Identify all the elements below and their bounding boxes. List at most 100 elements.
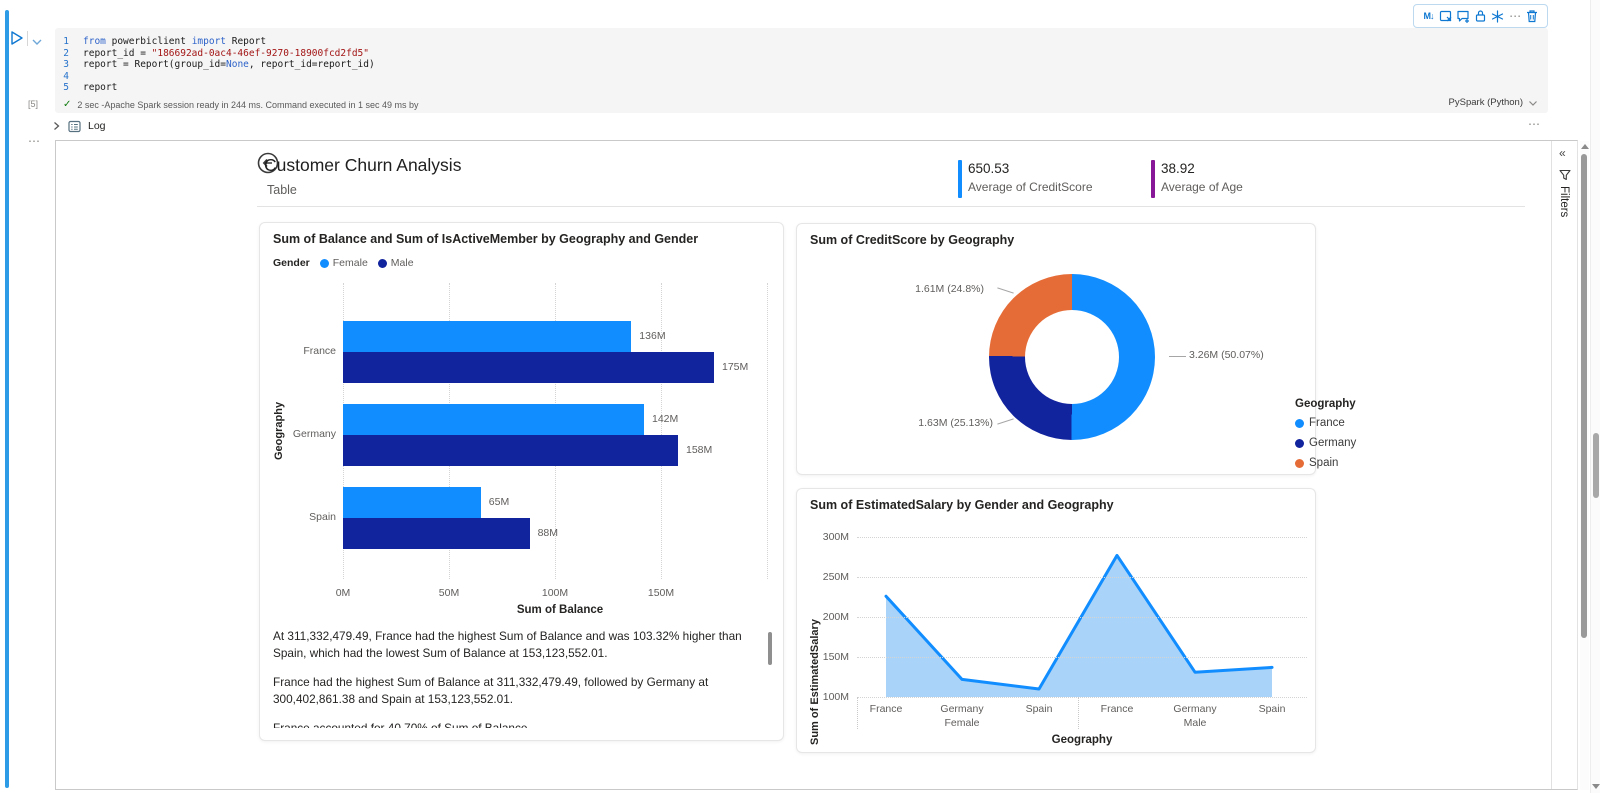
callout-leader-line	[997, 418, 1014, 425]
window-scrollbar-thumb[interactable]	[1592, 433, 1599, 498]
log-list-icon	[68, 120, 81, 132]
bar-category-label: Germany	[292, 428, 336, 440]
narrative-scrollbar-thumb[interactable]	[768, 632, 772, 665]
gridline	[857, 617, 1307, 618]
log-toggle[interactable]: Log	[52, 118, 106, 134]
code-cell[interactable]: 1 from powerbiclient import Report 2 report…	[55, 28, 1548, 113]
filters-pane-collapsed[interactable]: « Filters	[1551, 141, 1577, 789]
code-text: report_id = "186692ad-0ac4-46ef-9270-189…	[83, 47, 369, 59]
kernel-label: PySpark (Python)	[1448, 97, 1523, 108]
markdown-convert-icon[interactable]: M↓	[1423, 11, 1435, 21]
legend-dot	[319, 258, 329, 268]
axis-tick-label: 300M	[822, 531, 849, 543]
bar-germany-male[interactable]	[343, 435, 678, 466]
bar-spain-male[interactable]	[343, 518, 530, 549]
bar-value-label: 88M	[537, 527, 559, 539]
legend-item-france[interactable]: France	[1295, 417, 1356, 429]
cell-status-text: 2 sec -Apache Spark session ready in 244…	[77, 99, 419, 110]
filter-funnel-icon	[1559, 168, 1571, 186]
legend-title: Geography	[1295, 398, 1356, 410]
active-cell-indicator	[5, 10, 9, 788]
donut-callout-germany: 1.63M (25.13%)	[918, 417, 993, 429]
lock-icon[interactable]	[1473, 9, 1488, 24]
output-options-button[interactable]: ⋯	[28, 134, 41, 148]
bar-france-male[interactable]	[343, 352, 714, 383]
chart-title: Sum of CreditScore by Geography	[810, 233, 1015, 247]
bar-spain-female[interactable]	[343, 487, 481, 518]
axis-tick-label: 150M	[647, 587, 675, 599]
donut-callout-france: 3.26M (50.07%)	[1189, 349, 1264, 361]
legend-dot	[1295, 438, 1304, 448]
report-page-title: Customer Churn Analysis	[264, 155, 462, 175]
gridline	[661, 283, 662, 579]
axis-tick-label: 50M	[438, 587, 460, 599]
legend-dot	[377, 258, 387, 268]
report-page-subtitle: Table	[267, 183, 297, 197]
code-line[interactable]: 5 report	[55, 82, 1548, 94]
legend-item-male[interactable]: Male	[377, 257, 414, 269]
legend-item-spain[interactable]: Spain	[1295, 457, 1356, 469]
collapse-cell-chevron[interactable]	[31, 34, 43, 45]
axis-tick-label: France	[869, 703, 903, 715]
axis-separator	[857, 697, 858, 729]
scroll-up-arrow[interactable]	[1580, 144, 1589, 149]
axis-tick-label: France	[1100, 703, 1134, 715]
play-icon	[11, 31, 23, 45]
bar-value-label: 65M	[488, 496, 510, 508]
header-divider	[257, 206, 1525, 207]
legend-items: Female Male	[319, 257, 414, 269]
code-lines: 1 from powerbiclient import Report 2 report…	[55, 36, 1548, 94]
freeze-icon[interactable]	[1490, 9, 1505, 24]
legend-item-female[interactable]: Female	[319, 257, 368, 269]
bar-category-label: France	[303, 345, 336, 357]
bar-germany-female[interactable]	[343, 404, 644, 435]
callout-leader-line	[997, 287, 1014, 294]
log-label: Log	[88, 120, 106, 132]
axis-tick-label: 100M	[822, 691, 849, 703]
scroll-down-arrow[interactable]	[1592, 784, 1600, 789]
axis-tick-label: Spain	[1025, 703, 1053, 715]
bar-value-label: 136M	[639, 330, 666, 342]
donut-legend: Geography France Germany Spain	[1295, 398, 1356, 477]
legend-dot	[1295, 418, 1304, 428]
legend-item-germany[interactable]: Germany	[1295, 437, 1356, 449]
code-text	[83, 71, 89, 83]
kpi-value: 650.53	[968, 161, 1010, 176]
line-number: 5	[63, 82, 69, 94]
clear-output-icon[interactable]	[1438, 9, 1453, 24]
code-line[interactable]: 3 report = Report(group_id=None, report_i…	[55, 59, 1548, 71]
report-scrollbar-thumb[interactable]	[1581, 154, 1587, 638]
code-line[interactable]: 1 from powerbiclient import Report	[55, 36, 1548, 48]
area-svg[interactable]	[857, 537, 1307, 697]
bar-x-axis-title: Sum of Balance	[516, 604, 604, 616]
chart-title: Sum of EstimatedSalary by Gender and Geo…	[810, 498, 1114, 512]
area-plot	[857, 537, 1307, 698]
add-comment-icon[interactable]	[1456, 9, 1471, 24]
log-more-button[interactable]: ⋯	[1528, 117, 1540, 131]
back-button[interactable]	[257, 152, 279, 174]
legend-items: France Germany Spain	[1295, 417, 1356, 469]
more-options-icon[interactable]: ⋯	[1509, 9, 1522, 23]
expand-filters-icon[interactable]: «	[1559, 146, 1566, 160]
divider	[27, 31, 28, 46]
bar-plot: 136M 142M 65M 175M 158M 88M	[343, 283, 777, 579]
delete-cell-icon[interactable]	[1525, 9, 1540, 24]
donut-hole	[1025, 310, 1119, 404]
code-line[interactable]: 4	[55, 71, 1548, 83]
run-cell-button[interactable]	[9, 30, 25, 46]
bar-france-female[interactable]	[343, 321, 632, 352]
kpi-accent-bar	[1151, 160, 1155, 198]
callout-leader-line	[1169, 356, 1186, 357]
window-scrollbar[interactable]	[1590, 0, 1600, 793]
chevron-right-icon	[54, 122, 60, 130]
kpi-label: Average of Age	[1161, 180, 1243, 194]
balance-bar-chart-card: Sum of Balance and Sum of IsActiveMember…	[259, 222, 784, 741]
kernel-selector[interactable]: PySpark (Python)	[1449, 97, 1538, 108]
axis-tick-label: 0M	[335, 587, 351, 599]
cell-status-bar: ✓ 2 sec -Apache Spark session ready in 2…	[55, 96, 1548, 113]
axis-tick-label: Germany	[940, 703, 984, 715]
chart-title: Sum of Balance and Sum of IsActiveMember…	[273, 232, 699, 246]
code-line[interactable]: 2 report_id = "186692ad-0ac4-46ef-9270-18…	[55, 48, 1548, 60]
axis-group-label: Male	[1183, 717, 1207, 729]
